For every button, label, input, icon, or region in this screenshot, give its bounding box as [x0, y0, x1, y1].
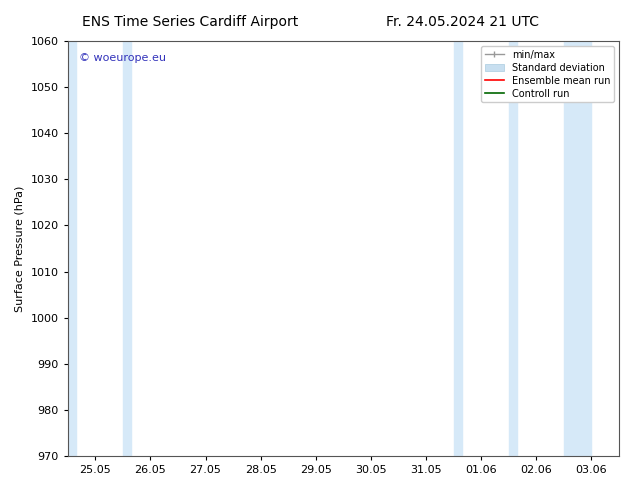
Bar	[564, 41, 592, 456]
Bar	[123, 41, 131, 456]
Bar	[508, 41, 517, 456]
Text: © woeurope.eu: © woeurope.eu	[79, 53, 165, 64]
Bar	[68, 41, 76, 456]
Bar	[453, 41, 462, 456]
Text: ENS Time Series Cardiff Airport: ENS Time Series Cardiff Airport	[82, 15, 299, 29]
Y-axis label: Surface Pressure (hPa): Surface Pressure (hPa)	[15, 185, 25, 312]
Text: Fr. 24.05.2024 21 UTC: Fr. 24.05.2024 21 UTC	[386, 15, 540, 29]
Legend: min/max, Standard deviation, Ensemble mean run, Controll run: min/max, Standard deviation, Ensemble me…	[481, 46, 614, 102]
